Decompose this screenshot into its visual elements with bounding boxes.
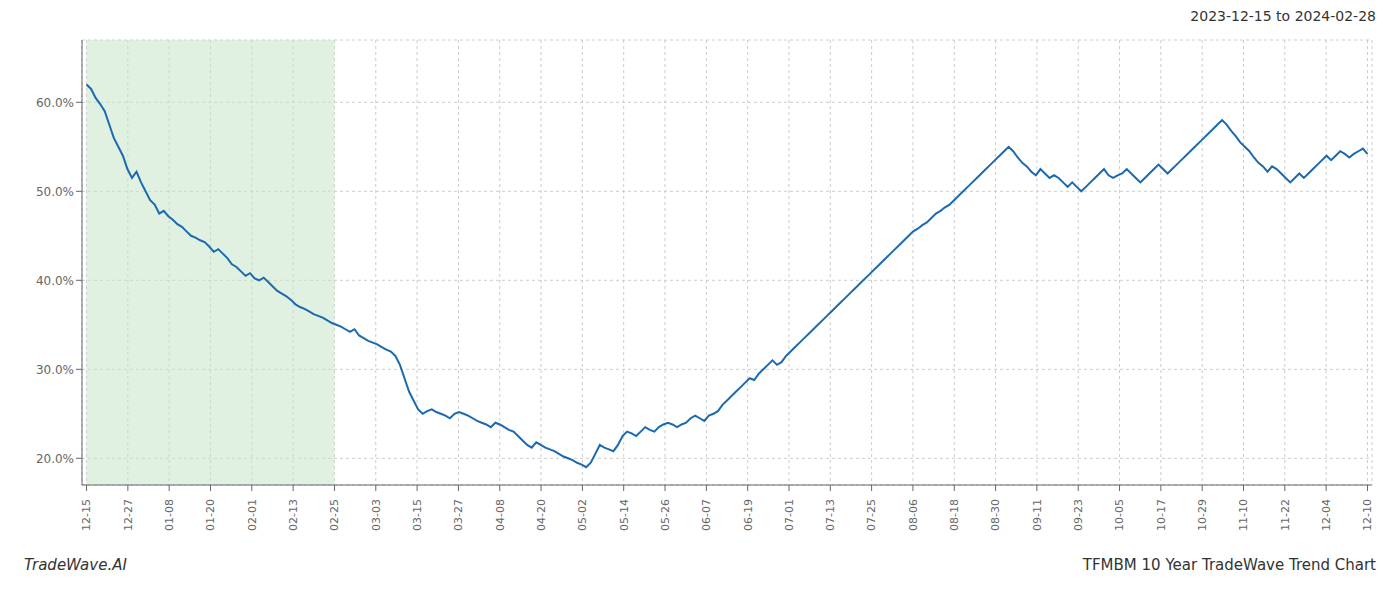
svg-text:11-10: 11-10	[1237, 499, 1250, 531]
svg-text:09-23: 09-23	[1072, 499, 1085, 531]
svg-text:50.0%: 50.0%	[36, 185, 74, 199]
svg-text:04-08: 04-08	[494, 499, 507, 531]
svg-text:03-03: 03-03	[370, 499, 383, 531]
svg-text:06-19: 06-19	[742, 499, 755, 531]
svg-text:02-13: 02-13	[287, 499, 300, 531]
svg-text:03-27: 03-27	[452, 499, 465, 531]
svg-text:02-01: 02-01	[246, 499, 259, 531]
svg-text:07-13: 07-13	[824, 499, 837, 531]
html-text:TradeWave.AI: TradeWave.AI	[24, 556, 127, 574]
svg-text:01-20: 01-20	[204, 499, 217, 531]
svg-text:08-06: 08-06	[907, 499, 920, 531]
svg-text:12-15: 12-15	[80, 499, 93, 531]
svg-text:12-27: 12-27	[122, 499, 135, 531]
svg-text:11-22: 11-22	[1279, 499, 1292, 531]
svg-text:10-05: 10-05	[1113, 499, 1126, 531]
svg-text:07-01: 07-01	[783, 499, 796, 531]
svg-text:05-02: 05-02	[576, 499, 589, 531]
svg-text:02-25: 02-25	[328, 499, 341, 531]
svg-text:20.0%: 20.0%	[36, 452, 74, 466]
svg-text:10-17: 10-17	[1155, 499, 1168, 531]
svg-text:12-10: 12-10	[1361, 499, 1374, 531]
svg-text:04-20: 04-20	[535, 499, 548, 531]
svg-text:03-15: 03-15	[411, 499, 424, 531]
svg-text:60.0%: 60.0%	[36, 96, 74, 110]
html-text:2023-12-15 to 2024-02-28: 2023-12-15 to 2024-02-28	[1190, 8, 1376, 24]
svg-text:06-07: 06-07	[700, 499, 713, 531]
svg-text:08-30: 08-30	[989, 499, 1002, 531]
svg-text:30.0%: 30.0%	[36, 363, 74, 377]
svg-text:10-29: 10-29	[1196, 499, 1209, 531]
html-text:TFMBM 10 Year TradeWave Trend: TFMBM 10 Year TradeWave Trend Chart	[1082, 556, 1376, 574]
svg-text:12-04: 12-04	[1320, 499, 1333, 531]
svg-text:05-14: 05-14	[618, 499, 631, 531]
svg-text:01-08: 01-08	[163, 499, 176, 531]
svg-text:05-26: 05-26	[659, 499, 672, 531]
svg-text:40.0%: 40.0%	[36, 274, 74, 288]
svg-text:07-25: 07-25	[865, 499, 878, 531]
svg-text:09-11: 09-11	[1031, 499, 1044, 531]
svg-text:08-18: 08-18	[948, 499, 961, 531]
